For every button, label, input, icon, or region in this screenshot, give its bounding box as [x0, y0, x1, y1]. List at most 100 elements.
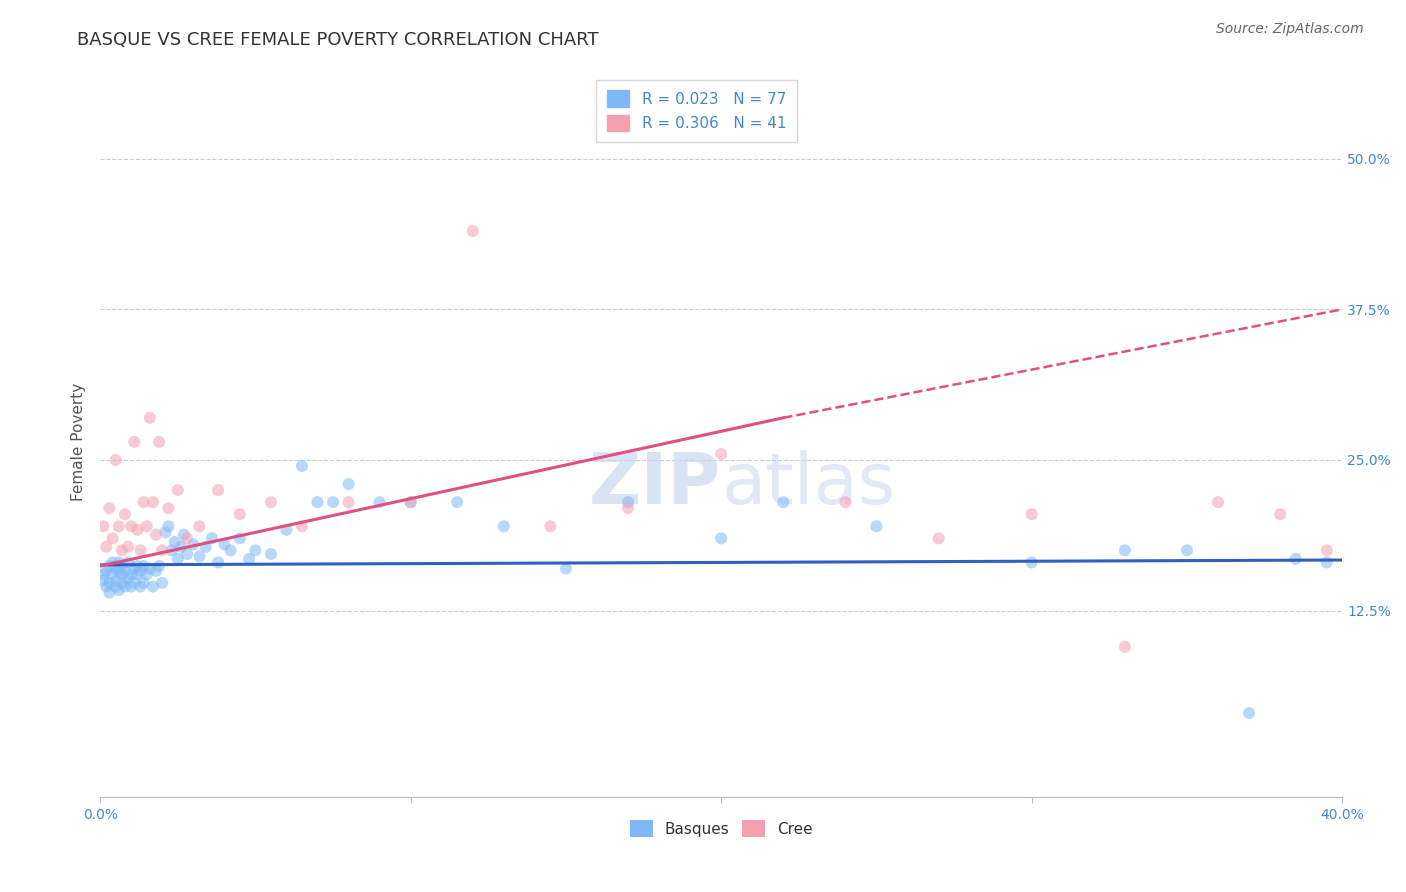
Point [188, 519, 211, 533]
Point [132, 495, 155, 509]
Point [207, 483, 229, 497]
Point [291, 519, 314, 533]
Point [166, 483, 188, 497]
Point [772, 495, 794, 509]
Point [176, 547, 198, 561]
Point [181, 537, 204, 551]
Point [91, 519, 114, 533]
Point [148, 559, 170, 574]
Legend: Basques, Cree: Basques, Cree [624, 814, 818, 843]
Point [337, 495, 360, 509]
Point [834, 495, 856, 509]
Point [399, 495, 422, 509]
Point [139, 410, 162, 425]
Point [145, 564, 167, 578]
Point [96, 564, 118, 578]
Point [117, 556, 139, 570]
Point [710, 447, 733, 461]
Point [399, 495, 422, 509]
Point [555, 561, 578, 575]
Point [238, 551, 260, 566]
Point [111, 543, 134, 558]
Point [617, 501, 640, 516]
Point [188, 549, 211, 564]
Point [107, 564, 129, 578]
Point [120, 580, 142, 594]
Point [710, 531, 733, 545]
Point [1237, 706, 1260, 720]
Point [139, 561, 162, 575]
Point [96, 580, 118, 594]
Point [368, 495, 391, 509]
Point [117, 571, 139, 585]
Point [1175, 543, 1198, 558]
Point [98, 559, 121, 574]
Point [1206, 495, 1229, 509]
Point [104, 580, 127, 594]
Point [173, 527, 195, 541]
Point [129, 580, 152, 594]
Point [107, 519, 129, 533]
Point [129, 543, 152, 558]
Point [124, 434, 146, 449]
Point [260, 495, 283, 509]
Point [120, 519, 142, 533]
Point [98, 575, 121, 590]
Point [1316, 543, 1339, 558]
Point [104, 561, 127, 575]
Point [132, 575, 155, 590]
Point [461, 224, 484, 238]
Point [91, 574, 114, 588]
Point [157, 501, 180, 516]
Point [98, 501, 121, 516]
Point [135, 567, 157, 582]
Point [129, 564, 152, 578]
Point [114, 507, 136, 521]
Point [322, 495, 344, 509]
Point [1268, 507, 1291, 521]
Point [245, 543, 267, 558]
Point [111, 559, 134, 574]
Point [101, 556, 124, 570]
Point [337, 477, 360, 491]
Point [176, 531, 198, 545]
Point [107, 583, 129, 598]
Point [307, 495, 329, 509]
Point [163, 535, 186, 549]
Point [111, 575, 134, 590]
Point [124, 561, 146, 575]
Point [157, 519, 180, 533]
Point [928, 531, 950, 545]
Point [142, 580, 165, 594]
Point [219, 543, 242, 558]
Point [1114, 640, 1136, 654]
Point [194, 540, 217, 554]
Point [276, 523, 298, 537]
Point [492, 519, 515, 533]
Point [1114, 543, 1136, 558]
Point [150, 543, 173, 558]
Point [229, 507, 252, 521]
Point [107, 556, 129, 570]
Point [104, 453, 127, 467]
Point [101, 531, 124, 545]
Point [214, 537, 236, 551]
Point [104, 574, 127, 588]
Point [132, 559, 155, 574]
Point [101, 567, 124, 582]
Point [1021, 556, 1043, 570]
Point [865, 519, 887, 533]
Point [166, 551, 188, 566]
Point [1285, 551, 1308, 566]
Y-axis label: Female Poverty: Female Poverty [72, 383, 86, 501]
Point [127, 559, 149, 574]
Point [201, 531, 224, 545]
Point [117, 540, 139, 554]
Point [98, 585, 121, 599]
Point [124, 575, 146, 590]
Point [538, 519, 561, 533]
Point [135, 519, 157, 533]
Text: Source: ZipAtlas.com: Source: ZipAtlas.com [1216, 22, 1364, 37]
Point [207, 556, 229, 570]
Point [229, 531, 252, 545]
